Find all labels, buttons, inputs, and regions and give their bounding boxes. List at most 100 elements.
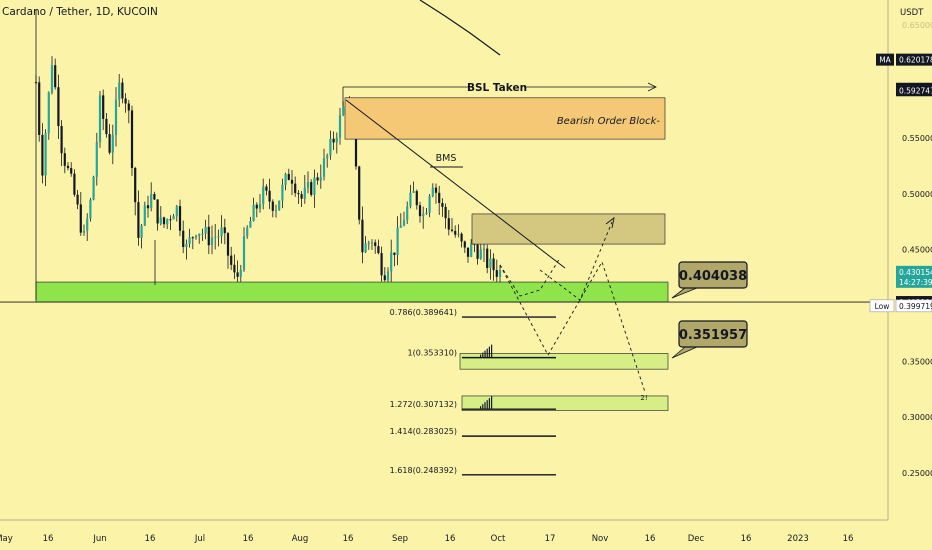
candle-body: [105, 118, 108, 135]
candle-body: [329, 138, 332, 156]
volume-bar: [482, 352, 484, 358]
candle-body: [476, 244, 479, 259]
candle-body: [354, 134, 358, 167]
candle-body: [246, 227, 249, 237]
time-tick-label: 16: [343, 534, 354, 544]
candle-body: [409, 192, 412, 207]
price-label-tag: MA: [879, 56, 891, 65]
candle-body: [268, 190, 271, 202]
candle-body: [438, 192, 441, 204]
candle-body: [95, 141, 98, 177]
small-annotation: 2!: [640, 394, 647, 402]
candle-body: [258, 203, 262, 209]
candle-body: [342, 106, 345, 115]
ma-line: [419, 0, 501, 56]
time-tick-label: Jun: [92, 534, 106, 544]
candle-body: [447, 218, 450, 230]
bsl-label: BSL Taken: [467, 82, 527, 94]
candle-body: [262, 186, 265, 204]
price-tick-label: 0.450000: [902, 246, 932, 255]
candle-body: [134, 168, 137, 203]
candle-body: [374, 242, 377, 247]
candle-body: [441, 203, 444, 207]
price-axis: USDT 0.550000 0.500000 0.450000 0.350000 0.3…: [869, 0, 932, 520]
fib-label: 1.414(0.283025): [390, 427, 457, 436]
candle-body: [431, 187, 434, 196]
candle-body: [57, 87, 60, 127]
chart-title: Cardano / Tether, 1D, KUCOIN: [2, 6, 158, 18]
support-green-zone: [35, 281, 669, 303]
candle-body: [54, 65, 57, 88]
candle-body: [303, 187, 306, 199]
time-tick-label: Aug: [292, 534, 309, 544]
trendline: [345, 99, 566, 269]
time-axis: May 16 Jun 16 Jul 16 Aug 16 Sep 16 Oct 17 Nov 16 Dec 16…: [0, 519, 888, 544]
candle-body: [297, 193, 300, 195]
time-tick-label: May: [0, 534, 13, 544]
fib-label: 1.618(0.248392): [390, 466, 457, 475]
candle-body: [287, 173, 290, 180]
bms-label: BMS: [436, 153, 457, 164]
time-tick-label: Sep: [392, 534, 408, 544]
candle-body: [377, 246, 380, 254]
candle-body: [82, 230, 86, 233]
volume-bar: [480, 354, 482, 358]
candle-body: [370, 242, 374, 244]
plot-area[interactable]: BSL Taken Bearish Order Block- BMS 2! 0.786(…: [0, 0, 888, 476]
candle-body: [406, 206, 409, 220]
time-tick-label: 16: [843, 534, 854, 544]
callout-tail: [671, 287, 698, 299]
time-tick-label: Nov: [592, 534, 609, 544]
time-tick-label: 16: [445, 534, 456, 544]
candle-body: [178, 206, 182, 231]
upper-gray-zone: [471, 213, 666, 245]
candle-body: [358, 166, 361, 220]
candle-body: [386, 271, 390, 281]
candle-body: [130, 110, 134, 169]
price-label-value: 0.620178: [899, 56, 932, 65]
candle-body: [274, 210, 278, 212]
candle-body: [255, 204, 258, 209]
candle-body: [175, 206, 178, 217]
projection-path-c: [539, 221, 613, 301]
price-label-box: [895, 299, 932, 313]
candle-body: [300, 194, 303, 199]
callout-target: 0.351957: [671, 320, 748, 359]
price-label-value: 0.430154: [899, 268, 932, 277]
candle-body: [73, 173, 76, 195]
price-label-tag-box: [869, 299, 895, 313]
candle-body: [198, 233, 201, 236]
price-label-box: [896, 265, 932, 288]
candle-body: [207, 226, 210, 246]
callout-box: [678, 320, 748, 348]
time-tick-label: Dec: [688, 534, 705, 544]
candle-body: [50, 65, 54, 93]
candle-body: [463, 241, 466, 248]
candle-body: [66, 165, 70, 169]
price-label-value: 0.399719: [899, 302, 932, 311]
candle-body: [111, 135, 114, 153]
candle-body: [390, 252, 393, 272]
price-tick-label: 0.350000: [902, 357, 932, 366]
volume-bar: [488, 398, 490, 410]
candle-body: [326, 155, 329, 159]
candle-body: [418, 205, 422, 217]
fib-label: 1(0.353310): [407, 349, 457, 358]
candle-body: [450, 229, 454, 231]
order-block-label: Bearish Order Block-: [557, 116, 661, 127]
candle-body: [121, 82, 124, 99]
price-label-value: 0.592747: [899, 86, 932, 95]
callout-box: [678, 261, 748, 289]
candle-body: [210, 237, 214, 246]
candle-body: [335, 137, 338, 143]
price-tick-label: 0.500000: [902, 190, 932, 199]
time-tick-label: 16: [43, 534, 54, 544]
candle-body: [204, 226, 207, 234]
volume-bar: [484, 350, 486, 358]
bearish-order-block: [344, 97, 666, 140]
candle-body: [140, 225, 143, 238]
volume-bar: [491, 396, 493, 410]
candle-body: [102, 95, 105, 119]
volume-bar: [486, 400, 488, 410]
